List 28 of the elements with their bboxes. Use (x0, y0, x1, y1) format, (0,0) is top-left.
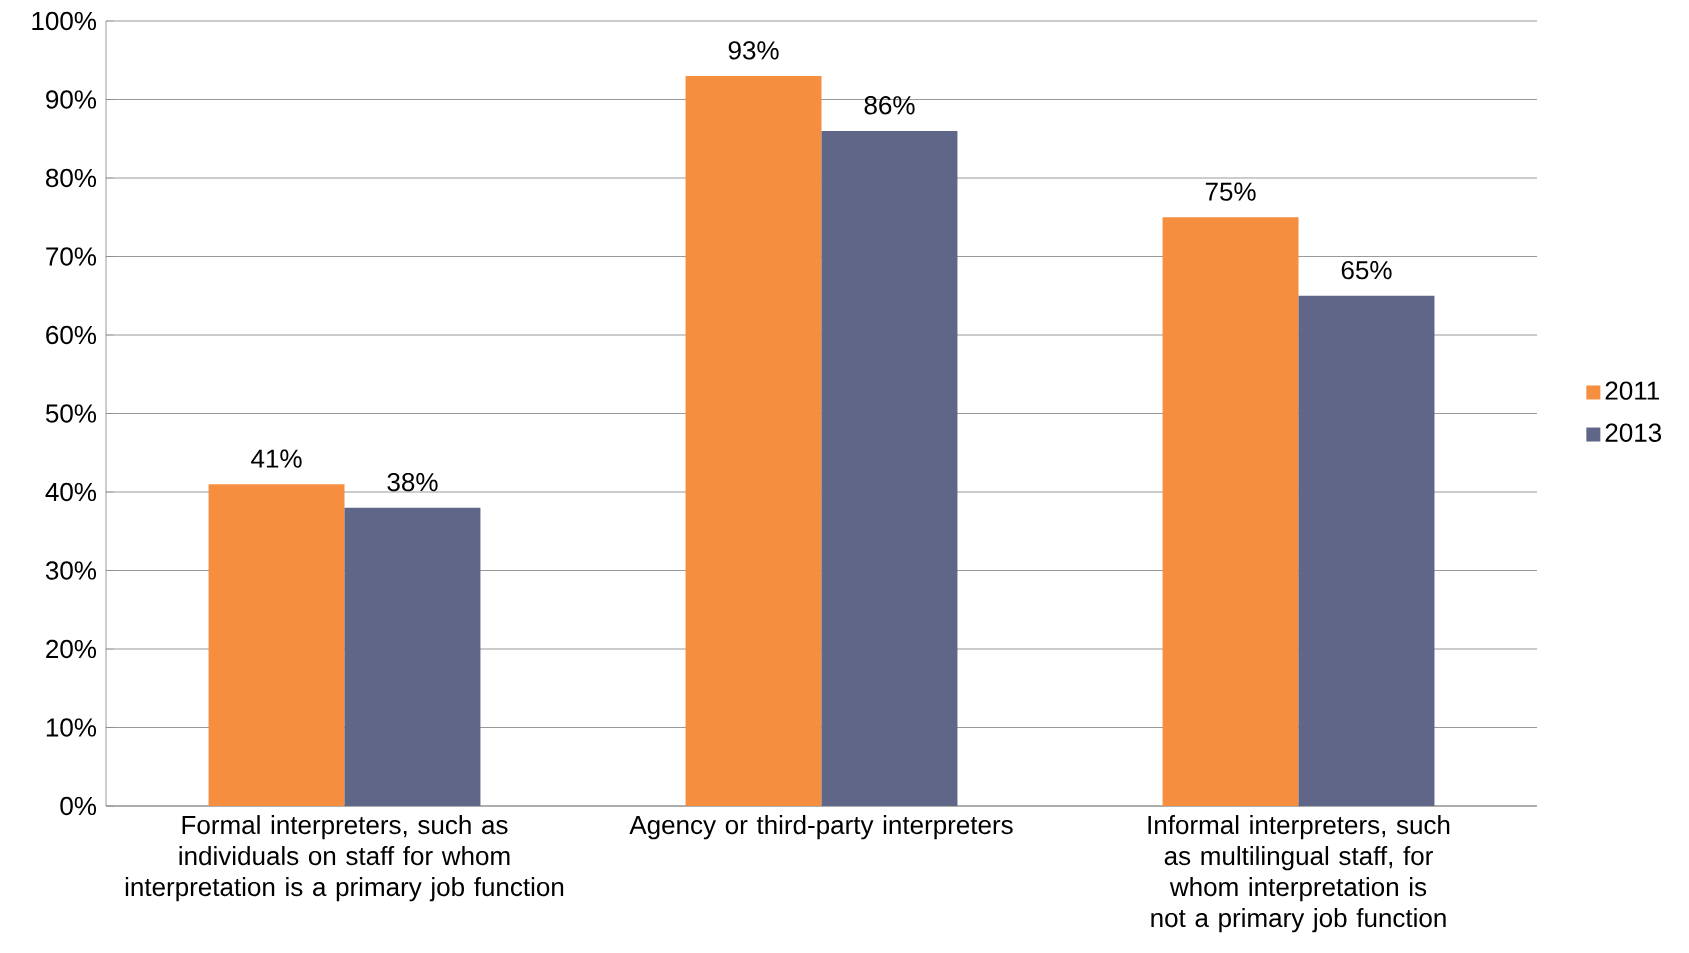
data-label: 86% (864, 96, 915, 115)
bar (1298, 295, 1435, 806)
x-tick-label: Informal interpreters, such as multilingual staff, for whom interpretation is not a primary job function (1148, 815, 1450, 933)
bar (208, 484, 345, 806)
data-label: 41% (251, 449, 302, 468)
y-tick-label: 50% (45, 404, 97, 423)
data-label: 65% (1341, 260, 1392, 280)
data-label: 75% (1205, 182, 1256, 201)
x-tick-label: Formal interpreters, such as individuals on staff for whom interpretation is a primary job function (125, 815, 564, 902)
y-tick-label: 100% (32, 11, 97, 31)
y-tick-label: 40% (45, 482, 97, 502)
bar (821, 130, 958, 806)
y-tick-label: 80% (46, 168, 97, 188)
x-tick-label: Agency or third-party interpreters (629, 815, 1013, 840)
y-tick-label: 30% (45, 561, 97, 580)
y-tick-label: 20% (46, 639, 97, 659)
y-tick-label: 90% (46, 90, 97, 109)
y-tick-label: 70% (46, 247, 97, 266)
legend-label: 2011 (1605, 381, 1659, 400)
bar (1162, 217, 1299, 806)
data-label: 38% (387, 472, 438, 492)
y-tick-label: 0% (60, 796, 97, 816)
bar (344, 507, 481, 806)
legend-label: 2013 (1605, 423, 1662, 442)
data-label: 93% (728, 41, 779, 60)
y-tick-label: 60% (46, 325, 97, 345)
y-tick-label: 10% (46, 718, 97, 737)
bar (685, 75, 822, 806)
